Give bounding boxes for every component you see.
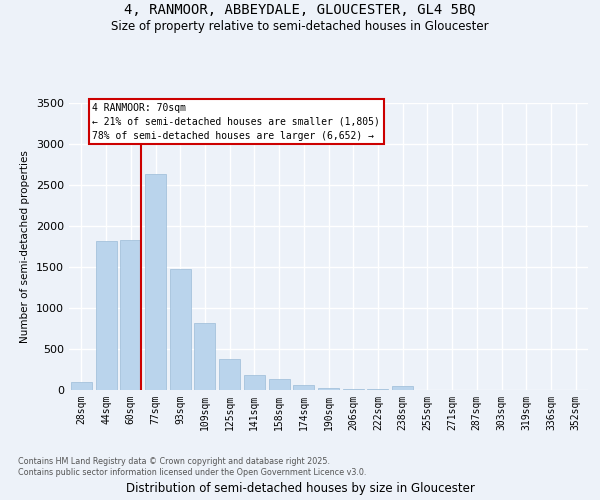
- Bar: [367, 389, 388, 390]
- Text: Size of property relative to semi-detached houses in Gloucester: Size of property relative to semi-detach…: [111, 20, 489, 33]
- Text: 4 RANMOOR: 70sqm
← 21% of semi-detached houses are smaller (1,805)
78% of semi-d: 4 RANMOOR: 70sqm ← 21% of semi-detached …: [92, 102, 380, 141]
- Text: Distribution of semi-detached houses by size in Gloucester: Distribution of semi-detached houses by …: [125, 482, 475, 495]
- Bar: [318, 388, 339, 390]
- Bar: [71, 382, 92, 390]
- Bar: [244, 375, 265, 390]
- Bar: [392, 386, 413, 390]
- Y-axis label: Number of semi-detached properties: Number of semi-detached properties: [20, 150, 31, 342]
- Bar: [343, 389, 364, 390]
- Bar: [95, 240, 116, 390]
- Bar: [120, 240, 141, 390]
- Bar: [145, 174, 166, 390]
- Text: Contains HM Land Registry data © Crown copyright and database right 2025.
Contai: Contains HM Land Registry data © Crown c…: [18, 458, 367, 477]
- Bar: [269, 378, 290, 390]
- Bar: [219, 359, 240, 390]
- Bar: [170, 269, 191, 390]
- Bar: [293, 386, 314, 390]
- Text: 4, RANMOOR, ABBEYDALE, GLOUCESTER, GL4 5BQ: 4, RANMOOR, ABBEYDALE, GLOUCESTER, GL4 5…: [124, 2, 476, 16]
- Bar: [194, 322, 215, 390]
